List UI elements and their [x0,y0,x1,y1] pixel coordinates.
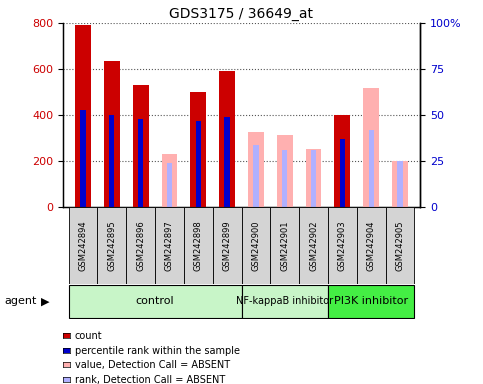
Text: control: control [136,296,174,306]
FancyBboxPatch shape [328,285,414,318]
FancyBboxPatch shape [184,207,213,284]
FancyBboxPatch shape [242,207,270,284]
Text: percentile rank within the sample: percentile rank within the sample [75,346,240,356]
Bar [190,92,206,207]
Bar [138,119,143,207]
Bar [392,161,408,207]
Bar [398,161,403,207]
Bar [109,115,114,207]
Text: GSM242904: GSM242904 [367,220,376,271]
FancyBboxPatch shape [98,207,126,284]
Bar [306,149,322,207]
Bar [219,71,235,207]
Text: GSM242902: GSM242902 [309,220,318,271]
FancyBboxPatch shape [69,207,98,284]
Text: GSM242894: GSM242894 [78,220,87,271]
Bar [161,154,177,207]
Text: GSM242896: GSM242896 [136,220,145,271]
Title: GDS3175 / 36649_at: GDS3175 / 36649_at [170,7,313,21]
FancyBboxPatch shape [385,207,414,284]
FancyBboxPatch shape [213,207,242,284]
Bar [248,132,264,207]
Bar [334,115,350,207]
Text: GSM242897: GSM242897 [165,220,174,271]
Bar [75,25,91,207]
FancyBboxPatch shape [357,207,385,284]
Bar [311,150,316,207]
FancyBboxPatch shape [299,207,328,284]
Bar [133,85,149,207]
Text: NF-kappaB inhibitor: NF-kappaB inhibitor [236,296,333,306]
Bar [253,145,258,207]
Text: GSM242903: GSM242903 [338,220,347,271]
Bar [277,135,293,207]
Bar [80,110,85,207]
Bar [369,130,374,207]
Text: GSM242899: GSM242899 [223,220,231,271]
Bar [167,163,172,207]
Text: PI3K inhibitor: PI3K inhibitor [334,296,408,306]
Bar [282,150,287,207]
Text: count: count [75,331,102,341]
Text: rank, Detection Call = ABSENT: rank, Detection Call = ABSENT [75,375,225,384]
FancyBboxPatch shape [242,285,328,318]
FancyBboxPatch shape [126,207,155,284]
FancyBboxPatch shape [69,285,242,318]
Text: value, Detection Call = ABSENT: value, Detection Call = ABSENT [75,360,230,370]
FancyBboxPatch shape [328,207,357,284]
FancyBboxPatch shape [155,207,184,284]
Text: GSM242905: GSM242905 [396,220,405,271]
Text: GSM242898: GSM242898 [194,220,203,271]
Bar [363,88,379,207]
Text: GSM242901: GSM242901 [280,220,289,271]
Text: ▶: ▶ [41,296,50,306]
Bar [104,61,120,207]
Bar [225,117,230,207]
Bar [196,121,201,207]
Text: agent: agent [5,296,37,306]
Text: GSM242900: GSM242900 [252,220,260,271]
FancyBboxPatch shape [270,207,299,284]
Bar [340,139,345,207]
Text: GSM242895: GSM242895 [107,220,116,271]
